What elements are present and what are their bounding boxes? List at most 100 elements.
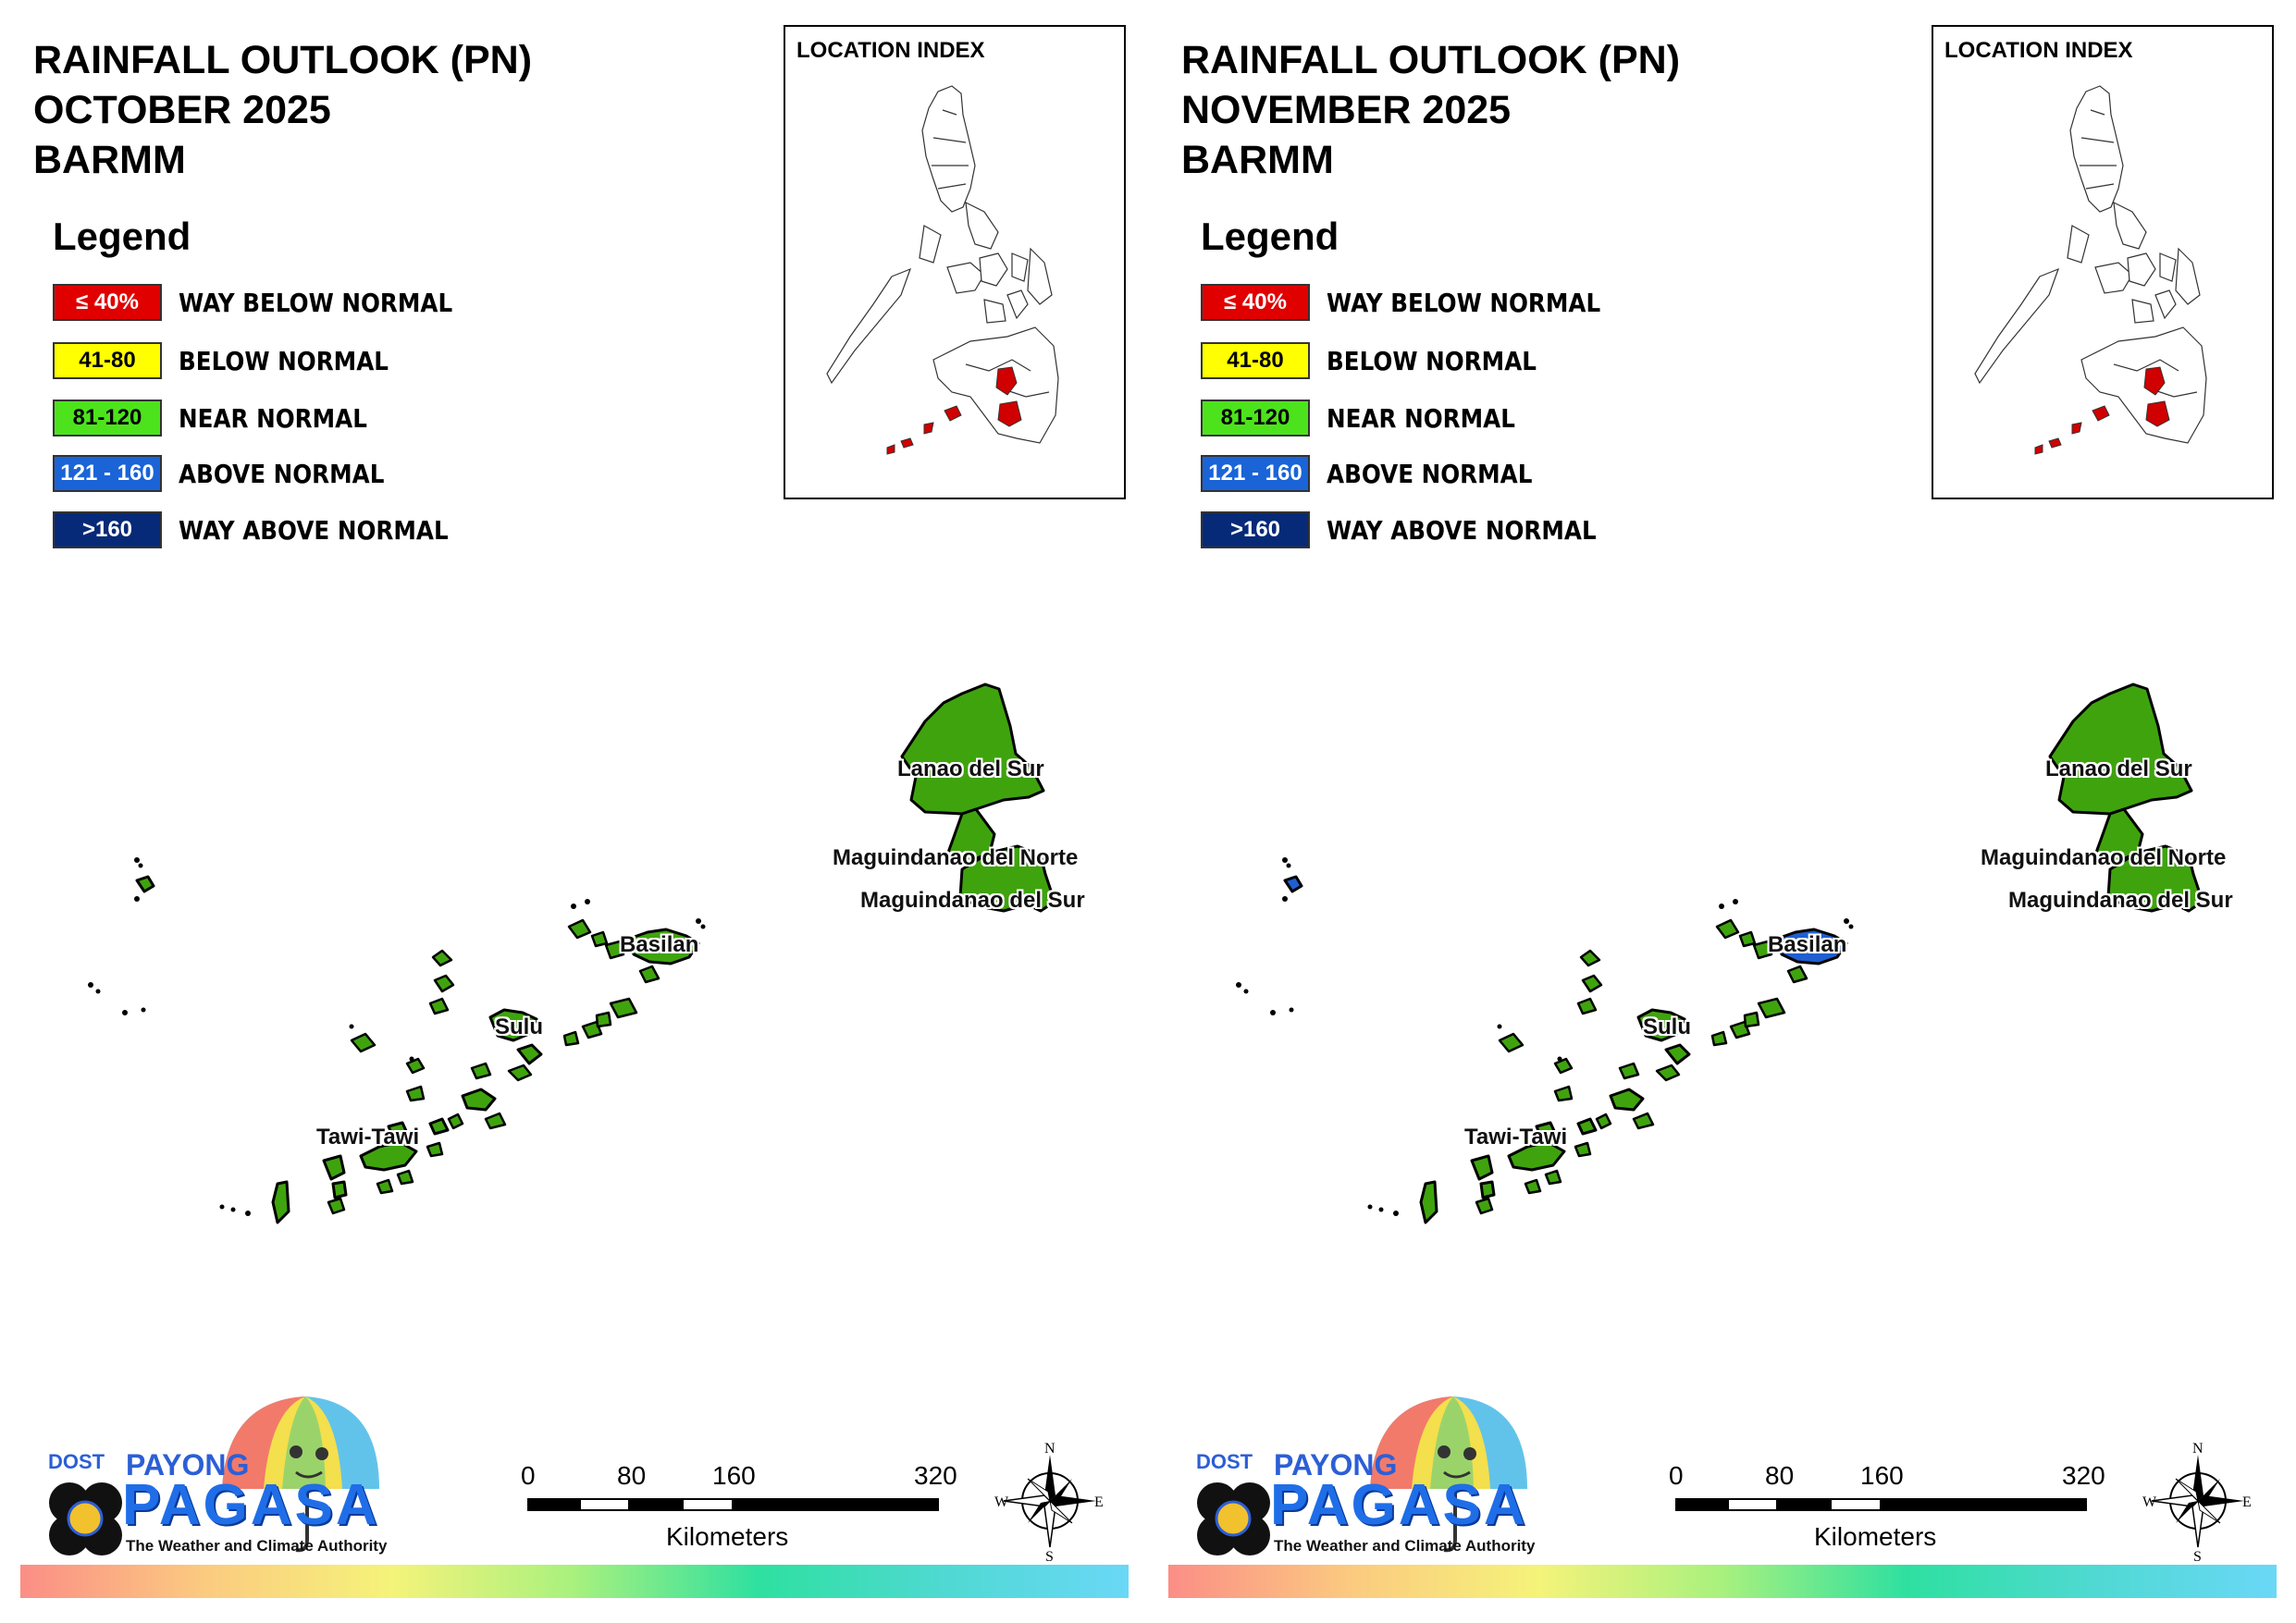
- label-lanao-del-sur: Lanao del Sur: [2045, 756, 2192, 781]
- tawi-tawi-region[interactable]: [359, 1140, 418, 1172]
- philippines-outline-map: [1974, 85, 2207, 455]
- legend-swatch: 41-80: [1201, 342, 1310, 379]
- legend-swatch: >160: [1201, 511, 1310, 548]
- footer-color-bar: [20, 1565, 1129, 1598]
- title-line-1: RAINFALL OUTLOOK (PN): [1181, 38, 1681, 82]
- lanao-del-sur-region[interactable]: [2048, 682, 2193, 816]
- umbrella-icon: [49, 1396, 379, 1555]
- legend-item-near-normal: 81-120 NEAR NORMAL: [53, 398, 393, 438]
- cagayan-de-tawi-tawi-island[interactable]: [1283, 875, 1303, 893]
- legend-item-way-above-normal: >160 WAY ABOVE NORMAL: [53, 510, 485, 550]
- legend-item-below-normal: 41-80 BELOW NORMAL: [1201, 340, 1565, 381]
- legend-swatch: 81-120: [1201, 400, 1310, 436]
- philippines-outline-map: [826, 85, 1059, 455]
- map-title: RAINFALL OUTLOOK (PN) NOVEMBER 2025 BARM…: [1181, 35, 1680, 185]
- legend-label: ABOVE NORMAL: [179, 458, 385, 489]
- legend-item-way-above-normal: >160 WAY ABOVE NORMAL: [1201, 510, 1633, 550]
- legend-title: Legend: [53, 215, 191, 258]
- label-maguindanao-del-sur: Maguindanao del Sur: [860, 888, 1085, 913]
- maguindanao-del-norte-region[interactable]: [2092, 807, 2144, 867]
- sulu-region[interactable]: [488, 1008, 538, 1042]
- scale-segment: [1675, 1498, 1727, 1511]
- umbrella-icon: [1197, 1396, 1527, 1555]
- tawi-tawi-region[interactable]: [1507, 1140, 1566, 1172]
- outlook-panel-november: RAINFALL OUTLOOK (PN) NOVEMBER 2025 BARM…: [1148, 0, 2296, 1623]
- logo-pagasa-text: PAGASA: [1270, 1473, 1528, 1537]
- label-basilan: Basilan: [620, 932, 699, 957]
- label-tawi-tawi: Tawi-Tawi: [1464, 1125, 1568, 1150]
- payong-pagasa-logo: DOST PAYONG PAGASA The Weather and Clima…: [1176, 1387, 1546, 1563]
- legend-item-way-below-normal: ≤ 40% WAY BELOW NORMAL: [53, 282, 490, 323]
- legend-label: BELOW NORMAL: [1327, 345, 1537, 376]
- label-maguindanao-del-norte: Maguindanao del Norte: [1981, 845, 2227, 870]
- scale-segment: [630, 1498, 682, 1511]
- legend-swatch: ≤ 40%: [53, 284, 162, 321]
- svg-text:S: S: [2193, 1549, 2202, 1561]
- legend-swatch: 41-80: [53, 342, 162, 379]
- scale-segment: [579, 1498, 630, 1511]
- legend-item-way-below-normal: ≤ 40% WAY BELOW NORMAL: [1201, 282, 1638, 323]
- legend-title: Legend: [1201, 215, 1339, 258]
- payong-pagasa-logo: DOST PAYONG PAGASA The Weather and Clima…: [28, 1387, 398, 1563]
- scale-bar: 0 80 160 320 Kilometers: [1669, 1461, 2105, 1551]
- logo-tagline: The Weather and Climate Authority: [126, 1537, 388, 1555]
- legend-label: WAY BELOW NORMAL: [1327, 287, 1601, 318]
- logo-dost-text: DOST: [1196, 1450, 1253, 1473]
- legend-item-above-normal: 121 - 160 ABOVE NORMAL: [1201, 453, 1561, 494]
- map-title: RAINFALL OUTLOOK (PN) OCTOBER 2025 BARMM: [33, 35, 532, 185]
- title-line-2: OCTOBER 2025: [33, 88, 331, 132]
- logo-tagline: The Weather and Climate Authority: [1274, 1537, 1536, 1555]
- basilan-region[interactable]: [1775, 928, 1848, 965]
- scale-segment: [1882, 1498, 2087, 1511]
- scale-segment: [527, 1498, 579, 1511]
- sulu-region[interactable]: [1636, 1008, 1686, 1042]
- location-index-inset: LOCATION INDEX: [1932, 25, 2274, 499]
- legend-item-above-normal: 121 - 160 ABOVE NORMAL: [53, 453, 413, 494]
- legend-label: NEAR NORMAL: [179, 402, 367, 434]
- outlook-panel-october: RAINFALL OUTLOOK (PN) OCTOBER 2025 BARMM…: [20, 25, 1129, 1598]
- title-line-3: BARMM: [33, 138, 186, 182]
- cagayan-de-tawi-tawi-island[interactable]: [135, 875, 155, 893]
- scale-unit: Kilometers: [666, 1522, 789, 1551]
- compass-rose-icon: N S W E: [994, 1441, 1105, 1565]
- maguindanao-del-norte-region[interactable]: [944, 807, 996, 867]
- label-sulu: Sulu: [1643, 1014, 1691, 1039]
- legend-label: ABOVE NORMAL: [1327, 458, 1533, 489]
- scale-unit: Kilometers: [1814, 1522, 1937, 1551]
- legend-swatch: ≤ 40%: [1201, 284, 1310, 321]
- label-maguindanao-del-sur: Maguindanao del Sur: [2008, 888, 2233, 913]
- maguindanao-del-sur-region[interactable]: [958, 844, 1056, 913]
- scale-tick: 160: [712, 1461, 756, 1490]
- inset-title: LOCATION INDEX: [796, 38, 985, 63]
- legend-item-near-normal: 81-120 NEAR NORMAL: [1201, 398, 1541, 438]
- inset-title: LOCATION INDEX: [1944, 38, 2133, 63]
- legend-swatch: 121 - 160: [1201, 455, 1310, 492]
- svg-text:S: S: [1045, 1549, 1054, 1561]
- basilan-region[interactable]: [627, 928, 700, 965]
- svg-text:E: E: [1094, 1494, 1104, 1510]
- lanao-del-sur-region[interactable]: [900, 682, 1045, 816]
- legend-label: NEAR NORMAL: [1327, 402, 1515, 434]
- scale-segment: [1727, 1498, 1778, 1511]
- scale-segment: [1778, 1498, 1830, 1511]
- scale-tick: 0: [1669, 1461, 1684, 1490]
- scale-tick: 320: [2062, 1461, 2105, 1490]
- maguindanao-del-sur-region[interactable]: [2106, 844, 2204, 913]
- barmm-rainfall-map: [88, 682, 1056, 1224]
- logo-payong-text: PAYONG: [1274, 1448, 1398, 1482]
- scale-bar: 0 80 160 320 Kilometers: [521, 1461, 957, 1551]
- logo-dost-text: DOST: [48, 1450, 105, 1473]
- location-index-inset: LOCATION INDEX: [784, 25, 1126, 499]
- legend-item-below-normal: 41-80 BELOW NORMAL: [53, 340, 417, 381]
- legend-label: WAY ABOVE NORMAL: [179, 514, 449, 546]
- scale-tick: 80: [1765, 1461, 1795, 1490]
- legend-swatch: 81-120: [53, 400, 162, 436]
- footer-color-bar: [1168, 1565, 2277, 1598]
- svg-text:N: N: [1044, 1441, 1055, 1457]
- title-line-1: RAINFALL OUTLOOK (PN): [33, 38, 533, 82]
- logo-pagasa-text: PAGASA: [122, 1473, 380, 1537]
- scale-tick: 80: [617, 1461, 647, 1490]
- scale-tick: 320: [914, 1461, 957, 1490]
- label-basilan: Basilan: [1768, 932, 1847, 957]
- title-line-2: NOVEMBER 2025: [1181, 88, 1512, 132]
